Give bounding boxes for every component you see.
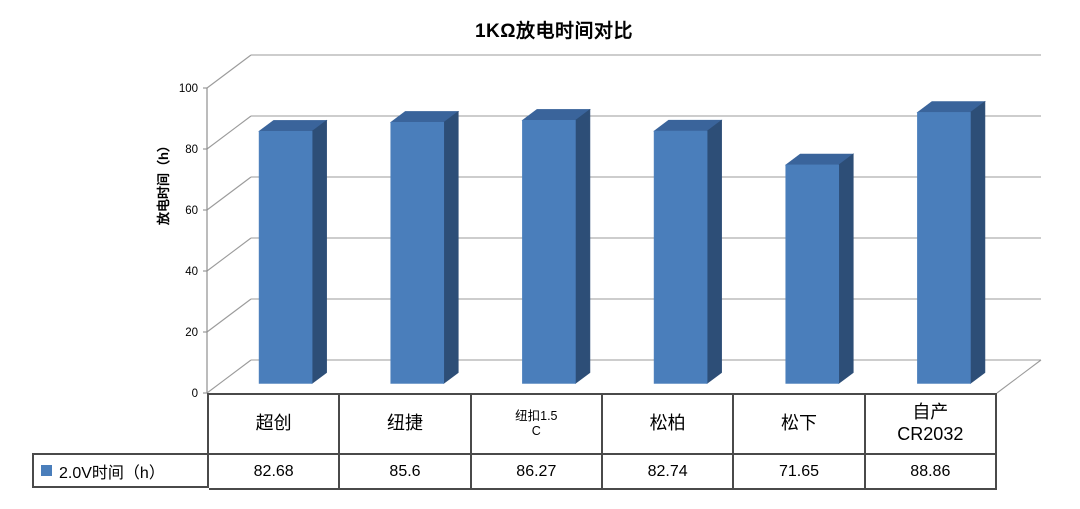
category-cell: 纽扣1.5 C	[471, 395, 603, 455]
y-tick-label: 20	[185, 327, 198, 339]
value-cell: 88.86	[865, 455, 997, 490]
grid-line	[206, 359, 252, 394]
bar-3d	[443, 110, 459, 385]
category-cell: 纽捷	[340, 395, 472, 455]
value-cell: 82.68	[209, 455, 341, 490]
bar-3d	[785, 164, 840, 384]
bar-3d	[917, 112, 971, 384]
y-tick-label: 80	[185, 144, 198, 156]
grid-line	[996, 359, 1042, 394]
category-cell: 自产 CR2032	[865, 395, 997, 455]
value-cell: 86.27	[471, 455, 603, 490]
bar-3d	[575, 108, 591, 385]
bar-3d	[970, 100, 986, 385]
category-cell: 松下	[734, 395, 866, 455]
bar-3d	[838, 153, 854, 385]
legend-label: 2.0V时间（h）	[59, 464, 165, 482]
y-tick-label: 40	[185, 266, 198, 278]
value-cell: 82.74	[602, 455, 735, 490]
legend-cell: 2.0V时间（h）	[32, 453, 209, 488]
chart-title: 1KΩ放电时间对比	[474, 21, 634, 42]
data-table: 超创 纽捷 纽扣1.5 C 松柏 松下 自产 CR2032 82.68 85.6…	[207, 393, 997, 490]
grid-line	[206, 176, 252, 211]
y-tick-label: 0	[192, 388, 198, 400]
bar-3d	[706, 119, 722, 385]
bar-3d	[258, 130, 313, 384]
value-cell: 85.6	[340, 455, 472, 490]
y-tick-label: 60	[185, 205, 198, 217]
legend-swatch-icon	[41, 465, 52, 476]
grid-line	[206, 298, 252, 333]
bar-3d	[522, 120, 576, 384]
bar-3d	[390, 122, 445, 384]
category-cell: 松柏	[602, 395, 735, 455]
value-cell: 71.65	[734, 455, 866, 490]
grid-line	[206, 54, 252, 89]
bar-3d	[311, 119, 327, 385]
grid-line	[206, 237, 252, 272]
category-cell: 超创	[209, 395, 341, 455]
y-tick-label: 100	[179, 83, 198, 95]
bar-3d	[653, 130, 708, 384]
grid-line	[206, 115, 252, 150]
